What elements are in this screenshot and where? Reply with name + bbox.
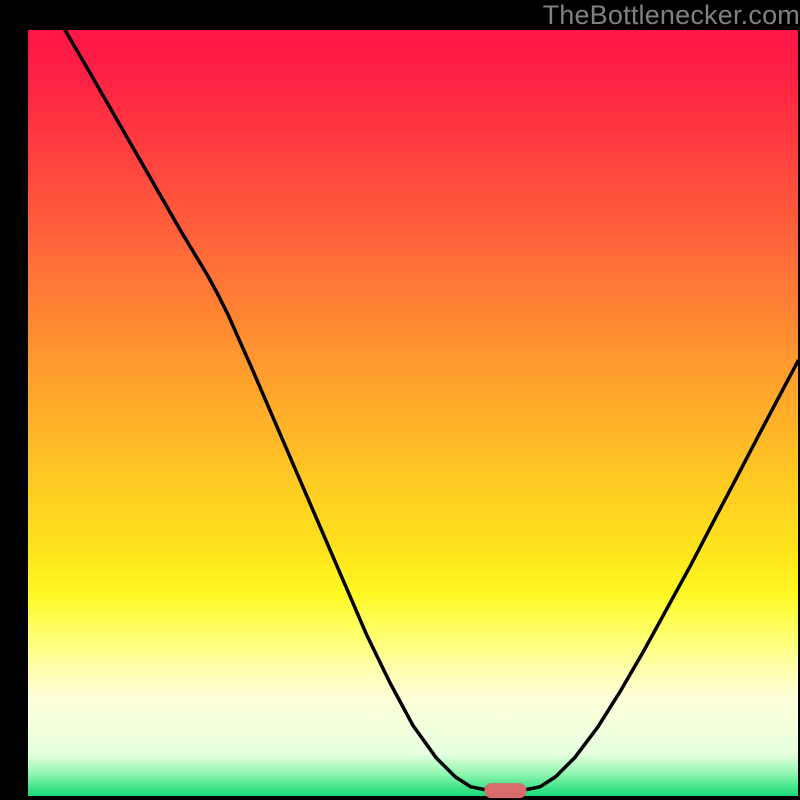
chart-container: TheBottlenecker.com <box>0 0 800 800</box>
marker-layer <box>28 30 798 796</box>
optimum-marker <box>484 783 526 798</box>
plot-area <box>28 30 798 796</box>
watermark-text: TheBottlenecker.com <box>543 0 800 31</box>
